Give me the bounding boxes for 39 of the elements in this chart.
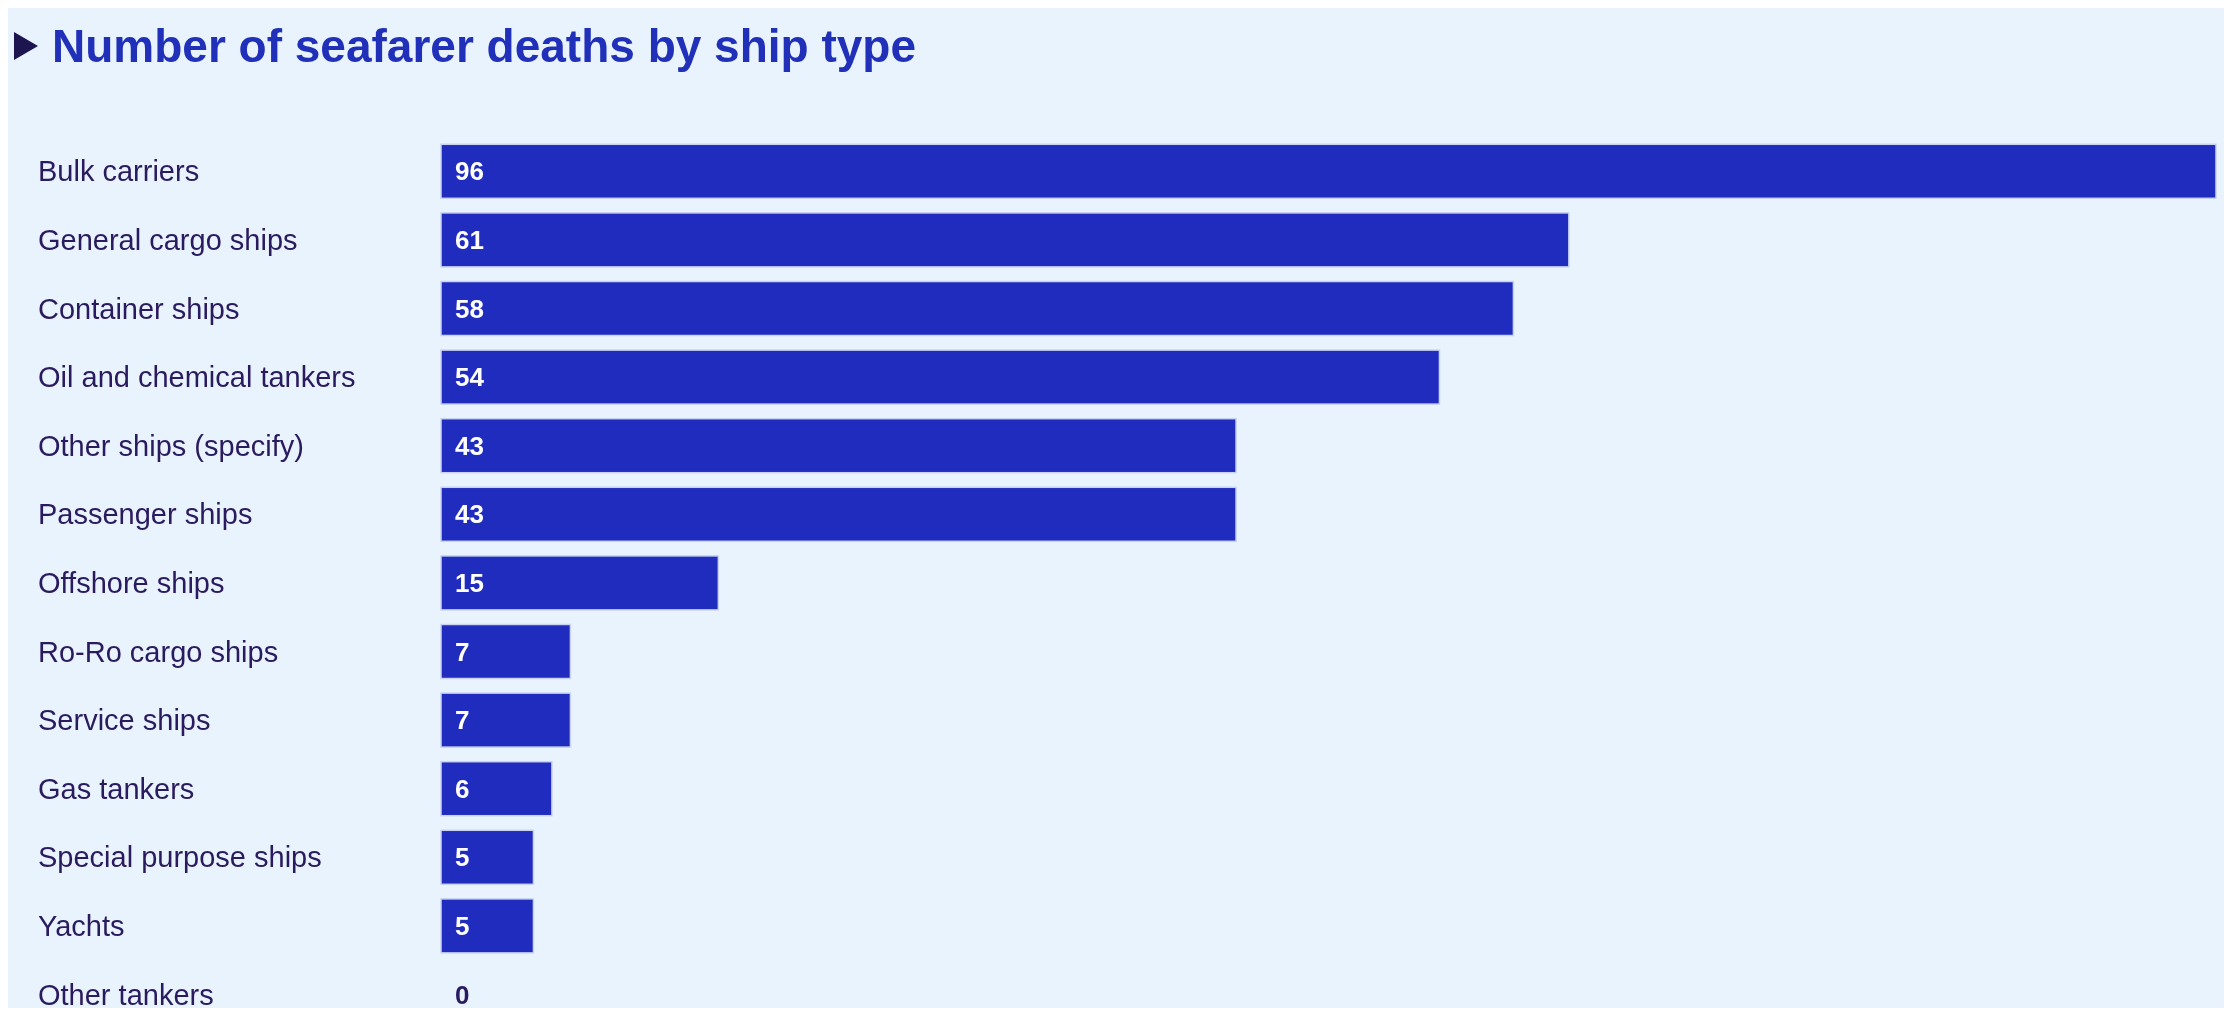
data-label: 43 [455, 499, 484, 530]
bar [440, 623, 572, 680]
y-tick-label: Other ships (specify) [38, 429, 304, 462]
bar [440, 212, 1570, 268]
y-tick-label: Bulk carriers [38, 155, 200, 188]
data-label: 7 [455, 705, 470, 736]
y-tick-label: Passenger ships [38, 498, 253, 531]
data-label: 5 [455, 842, 470, 873]
y-tick-label: Service ships [38, 704, 211, 737]
y-tick-label: Gas tankers [38, 772, 195, 805]
bar [440, 692, 572, 748]
data-label: 96 [455, 156, 484, 187]
data-label: 15 [455, 568, 484, 598]
y-tick-label: Container ships [38, 292, 240, 325]
data-label: 61 [455, 225, 484, 255]
data-label: 43 [455, 430, 484, 461]
bar [440, 555, 720, 611]
data-label: 0 [455, 979, 470, 1010]
bar [440, 829, 535, 886]
y-tick-label: Ro-Ro cargo ships [38, 635, 279, 668]
y-tick-label: Special purpose ships [38, 841, 322, 874]
data-label: 54 [455, 362, 485, 393]
y-tick-label: Yachts [38, 910, 125, 943]
bar [440, 417, 1237, 474]
y-tick-label: Oil and chemical tankers [38, 361, 356, 394]
data-label: 6 [455, 773, 470, 804]
bar [440, 143, 2217, 200]
data-label: 5 [455, 911, 470, 941]
bar [440, 486, 1237, 543]
bar [440, 349, 1441, 405]
chart-title: Number of seafarer deaths by ship type [52, 20, 917, 73]
y-tick-label: General cargo ships [38, 224, 298, 257]
y-tick-label: Offshore ships [38, 567, 225, 600]
bar [440, 898, 535, 954]
data-label: 58 [455, 293, 484, 324]
bar [440, 760, 553, 817]
data-label: 7 [455, 636, 470, 667]
y-tick-label: Other tankers [38, 978, 214, 1011]
bar [440, 280, 1515, 337]
